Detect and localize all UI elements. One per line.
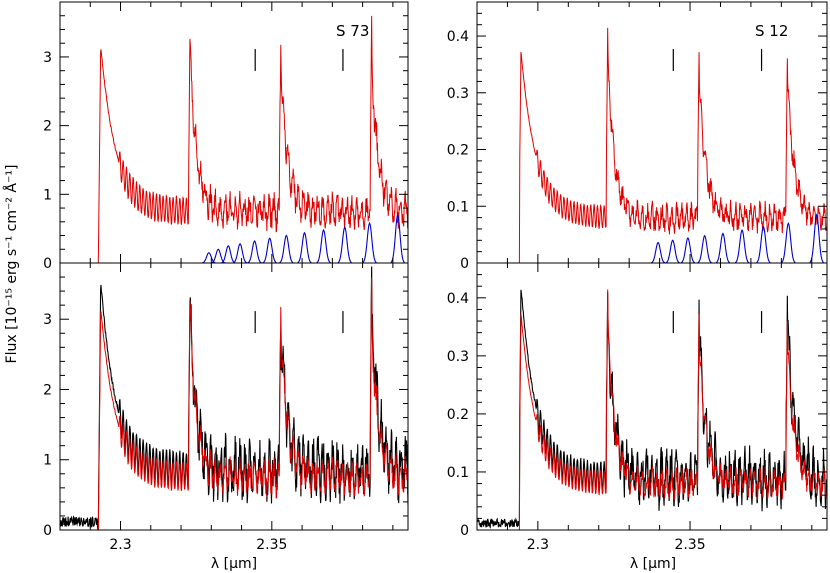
emission-line-peak — [715, 232, 731, 263]
y-tick-label: 0 — [43, 523, 52, 539]
x-tick-label: 2.3 — [527, 537, 549, 553]
y-tick-label: 1 — [43, 187, 52, 203]
model-spectrum-line — [60, 277, 408, 530]
x-axis-label-left: λ [μm] — [211, 556, 257, 572]
emission-line-peak — [734, 228, 750, 263]
x-tick-label: 2.35 — [674, 537, 705, 553]
observed-spectrum-line — [60, 266, 408, 530]
observed-spectrum-line — [477, 289, 827, 529]
y-tick-label: 0.3 — [447, 349, 469, 365]
panel-label: S 12 — [755, 22, 788, 40]
plot-area — [477, 27, 827, 263]
y-tick-label: 0 — [460, 523, 469, 539]
emission-line-peak — [262, 237, 277, 263]
emission-line-peak — [247, 240, 262, 263]
x-axis-label-right: λ [μm] — [630, 556, 676, 572]
y-tick-label: 0.4 — [447, 29, 469, 45]
plot-area — [60, 15, 408, 263]
y-tick-label: 2 — [43, 119, 52, 135]
emission-line-peak — [279, 234, 294, 263]
emission-line-peak — [781, 221, 796, 263]
plot-area — [60, 266, 408, 530]
model-spectrum-line — [477, 289, 827, 530]
y-tick-label: 1 — [43, 453, 52, 469]
emission-line-peak — [809, 213, 824, 263]
y-tick-label: 0 — [43, 256, 52, 272]
y-axis-label: Flux [10⁻¹⁵ erg s⁻¹ cm⁻² Å⁻¹] — [3, 165, 20, 364]
y-tick-label: 0.1 — [447, 199, 469, 215]
panel-frame — [476, 262, 828, 531]
panel-frame — [59, 262, 409, 531]
emission-line-peak — [297, 231, 312, 263]
emission-line-peak — [390, 213, 405, 263]
panel-top-left: 0 1 2 3 S 73 — [43, 1, 409, 272]
panel-bottom-left: 0 1 2 3 2.3 2.35 — [43, 262, 409, 553]
emission-line-peak — [316, 228, 331, 263]
model-spectrum-line — [60, 15, 408, 263]
y-tick-label: 3 — [43, 312, 52, 328]
y-tick-label: 0.2 — [447, 407, 469, 423]
emission-line-peak — [362, 221, 377, 263]
model-spectrum-line — [477, 27, 827, 263]
y-tick-label: 0.2 — [447, 143, 469, 159]
y-tick-label: 0.3 — [447, 86, 469, 102]
y-tick-label: 3 — [43, 50, 52, 66]
emission-line-peak — [221, 245, 236, 263]
emission-line-peak — [680, 237, 696, 263]
emission-line-peak — [756, 225, 771, 263]
emission-line-peak — [233, 242, 248, 263]
plot-area — [477, 289, 827, 530]
emission-line-peak — [665, 239, 680, 263]
panel-top-right: 0 0.1 0.2 0.3 0.4 S 12 — [447, 1, 828, 272]
panel-bottom-right: 0 0.1 0.2 0.3 0.4 2.3 2.35 — [447, 262, 828, 553]
x-tick-label: 2.3 — [109, 537, 131, 553]
emission-line-peak — [697, 234, 712, 263]
y-tick-label: 2 — [43, 382, 52, 398]
emission-line-peak — [651, 241, 666, 263]
panel-frame — [476, 1, 828, 264]
y-tick-label: 0.4 — [447, 291, 469, 307]
x-tick-label: 2.35 — [256, 537, 287, 553]
y-tick-label: 0 — [460, 256, 469, 272]
panel-label: S 73 — [336, 22, 369, 40]
y-tick-label: 0.1 — [447, 465, 469, 481]
emission-line-peak — [337, 226, 352, 263]
